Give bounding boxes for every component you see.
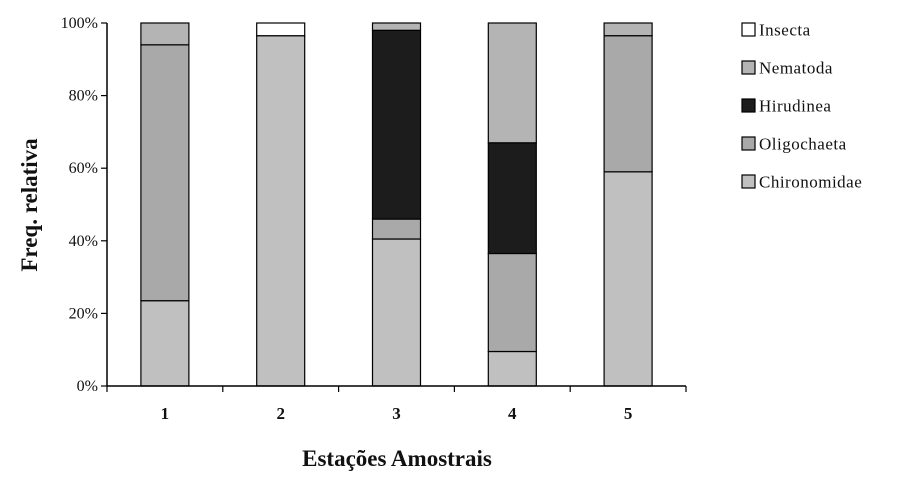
bar-segment-chironomidae-5 xyxy=(603,171,653,387)
x-category-label: 4 xyxy=(508,404,517,423)
bar-segment-hirudinea-3 xyxy=(371,29,422,220)
legend-swatch-hirudinea xyxy=(741,98,756,113)
y-tick-label: 20% xyxy=(69,305,98,322)
x-category-label: 1 xyxy=(161,404,170,423)
x-ticks-layer: 1 2 3 4 5 xyxy=(106,386,687,423)
bar-segment-chironomidae-2 xyxy=(256,35,306,387)
x-category-label: 2 xyxy=(276,404,285,423)
legend-label-insecta: Insecta xyxy=(759,21,811,40)
legend-swatch-insecta xyxy=(741,22,756,37)
legend-label-nematoda: Nematoda xyxy=(759,59,833,78)
legend-swatch-oligochaeta xyxy=(741,136,756,151)
legend-label-chironomidae: Chironomidae xyxy=(759,173,862,192)
x-category-label: 5 xyxy=(624,404,633,423)
legend: Insecta Nematoda Hirudinea Oligochaeta Chiro… xyxy=(741,21,862,192)
axes-layer xyxy=(106,23,686,387)
bar-segment-chironomidae-1 xyxy=(140,300,190,387)
bars-layer xyxy=(140,22,653,387)
y-tick-label: 40% xyxy=(69,233,98,250)
bar-segment-hirudinea-4 xyxy=(487,142,537,255)
bar-segment-chironomidae-3 xyxy=(371,238,422,387)
y-tick-label: 80% xyxy=(69,88,98,105)
legend-label-hirudinea: Hirudinea xyxy=(759,97,831,116)
y-tick-label: 60% xyxy=(69,160,98,177)
x-category-label: 3 xyxy=(392,404,401,423)
bar-segment-oligochaeta-5 xyxy=(603,35,653,173)
bar-segment-nematoda-1 xyxy=(140,22,190,46)
legend-swatch-chironomidae xyxy=(741,174,756,189)
legend-label-oligochaeta: Oligochaeta xyxy=(759,135,847,154)
bar-segment-nematoda-5 xyxy=(603,22,653,37)
bar-segment-oligochaeta-4 xyxy=(487,252,537,353)
bar-segment-oligochaeta-3 xyxy=(371,218,422,240)
x-axis-title: Estações Amostrais xyxy=(302,446,492,471)
y-tick-label: 0% xyxy=(77,378,98,395)
bar-segment-nematoda-4 xyxy=(487,22,537,144)
bar-segment-insecta-2 xyxy=(256,22,306,37)
bar-segment-nematoda-3 xyxy=(371,22,422,31)
legend-swatch-nematoda xyxy=(741,60,756,75)
y-axis-title: Freq. relativa xyxy=(17,138,42,272)
bar-segment-chironomidae-4 xyxy=(487,350,537,387)
y-ticks-layer: 0% 20% 40% 60% 80% 100% xyxy=(61,15,107,395)
y-tick-label: 100% xyxy=(61,15,98,32)
bar-segment-oligochaeta-1 xyxy=(140,44,190,302)
